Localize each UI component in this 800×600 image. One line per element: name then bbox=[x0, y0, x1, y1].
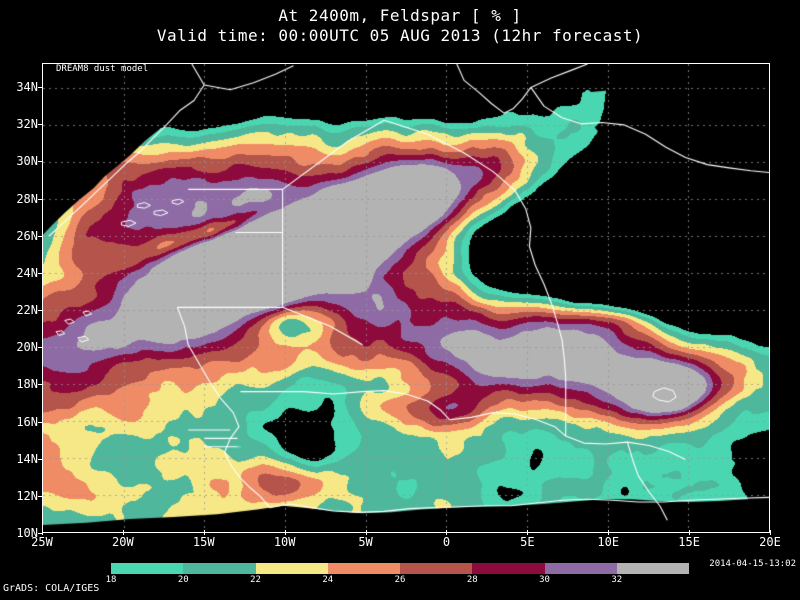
colorbar-tick-label: 28 bbox=[466, 575, 478, 585]
colorbar-tick-label: 18 bbox=[105, 575, 117, 585]
longitude-tick-mark bbox=[365, 530, 367, 535]
longitude-tick-mark bbox=[203, 530, 205, 535]
latitude-tick-label: 26N bbox=[16, 228, 38, 243]
colorbar-tick-label: 26 bbox=[394, 575, 406, 585]
latitude-tick-mark bbox=[38, 310, 43, 312]
latitude-tick-mark bbox=[38, 87, 43, 89]
colorbar-tick-label: 30 bbox=[539, 575, 550, 585]
latitude-tick-mark bbox=[38, 198, 43, 200]
latitude-tick-mark bbox=[38, 272, 43, 274]
longitude-tick-label: 20E bbox=[759, 535, 781, 549]
longitude-tick-mark bbox=[284, 530, 286, 535]
chart-subtitle: Valid time: 00:00UTC 05 AUG 2013 (12hr f… bbox=[156, 26, 644, 45]
colorbar-bands bbox=[111, 563, 689, 574]
latitude-tick-mark bbox=[38, 421, 43, 423]
colorbar-tick-label: 20 bbox=[177, 575, 189, 585]
latitude-tick-label: 34N bbox=[16, 80, 38, 95]
latitude-tick-label: 20N bbox=[16, 340, 38, 355]
longitude-tick-label: 15W bbox=[192, 535, 215, 549]
colorbar-band bbox=[255, 563, 328, 574]
latitude-tick-label: 24N bbox=[16, 265, 38, 280]
colorbar-band bbox=[400, 563, 473, 574]
latitude-tick-mark bbox=[38, 458, 43, 460]
colorbar-band bbox=[616, 563, 689, 574]
longitude-tick-label: 20W bbox=[112, 535, 134, 549]
page-title: At 2400m, Feldspar [ % ] bbox=[278, 6, 522, 25]
latitude-tick-label: 16N bbox=[16, 414, 38, 429]
longitude-tick-label: 0 bbox=[442, 535, 451, 549]
latitude-tick-label: 32N bbox=[16, 117, 38, 132]
colorbar-band bbox=[544, 563, 617, 574]
latitude-tick-mark bbox=[38, 235, 43, 237]
longitude-tick-mark bbox=[527, 530, 529, 535]
longitude-axis: 25W 20W 15W 10W 5W 0 5E 10E 15E 20E bbox=[31, 530, 781, 553]
latitude-axis: 34N 32N 30N 28N 26N 24N 22N 20N 18N 16N 14N 12N 10N bbox=[0, 63, 38, 539]
chart-title-block: At 2400m, Feldspar [ % ] Valid time: 00:… bbox=[0, 6, 800, 46]
latitude-tick-label: 12N bbox=[16, 488, 38, 503]
colorbar-band bbox=[111, 563, 184, 574]
latitude-tick-mark bbox=[38, 384, 43, 386]
longitude-tick-label: 10W bbox=[273, 535, 296, 549]
map-plot-area bbox=[42, 63, 770, 533]
longitude-tick-label: 10E bbox=[597, 535, 620, 549]
latitude-tick-label: 22N bbox=[16, 303, 38, 318]
latitude-tick-label: 28N bbox=[16, 191, 38, 206]
latitude-tick-label: 14N bbox=[16, 451, 38, 466]
longitude-tick-label: 5W bbox=[358, 535, 373, 549]
latitude-tick-mark bbox=[38, 124, 43, 126]
latitude-tick-label: 18N bbox=[16, 377, 38, 392]
longitude-tick-mark bbox=[608, 530, 610, 535]
longitude-tick-label: 5E bbox=[520, 535, 535, 549]
model-annotation-label: DREAM8 dust model bbox=[56, 64, 149, 74]
software-credit: GrADS: COLA/IGES bbox=[3, 583, 100, 594]
colorbar-band bbox=[472, 563, 545, 574]
colorbar-tick-label: 22 bbox=[250, 575, 261, 585]
colorbar-band bbox=[183, 563, 256, 574]
colorbar-tick-labels: 18 20 22 24 26 28 30 32 bbox=[106, 575, 689, 587]
longitude-tick-mark bbox=[122, 530, 124, 535]
longitude-tick-mark bbox=[446, 530, 448, 535]
longitude-tick-mark bbox=[689, 530, 691, 535]
generated-timestamp: 2014-04-15-13:02 bbox=[709, 559, 796, 569]
colorbar-tick-label: 24 bbox=[322, 575, 334, 585]
colorbar-legend: 18 20 22 24 26 28 30 32 bbox=[0, 560, 800, 586]
latitude-tick-mark bbox=[38, 533, 43, 534]
longitude-tick-label: 15E bbox=[678, 535, 700, 549]
latitude-tick-label: 10N bbox=[16, 526, 38, 540]
latitude-tick-mark bbox=[38, 161, 43, 163]
colorbar-tick-label: 32 bbox=[611, 575, 623, 585]
latitude-tick-mark bbox=[38, 495, 43, 497]
latitude-tick-mark bbox=[38, 347, 43, 349]
feldspar-concentration-heatmap bbox=[43, 64, 769, 532]
colorbar-band bbox=[327, 563, 400, 574]
longitude-tick-label: 25W bbox=[31, 535, 53, 549]
longitude-tick-mark bbox=[42, 530, 43, 535]
latitude-tick-label: 30N bbox=[16, 154, 38, 169]
latitude-tick-marks bbox=[0, 63, 48, 534]
longitude-tick-mark bbox=[770, 530, 771, 535]
